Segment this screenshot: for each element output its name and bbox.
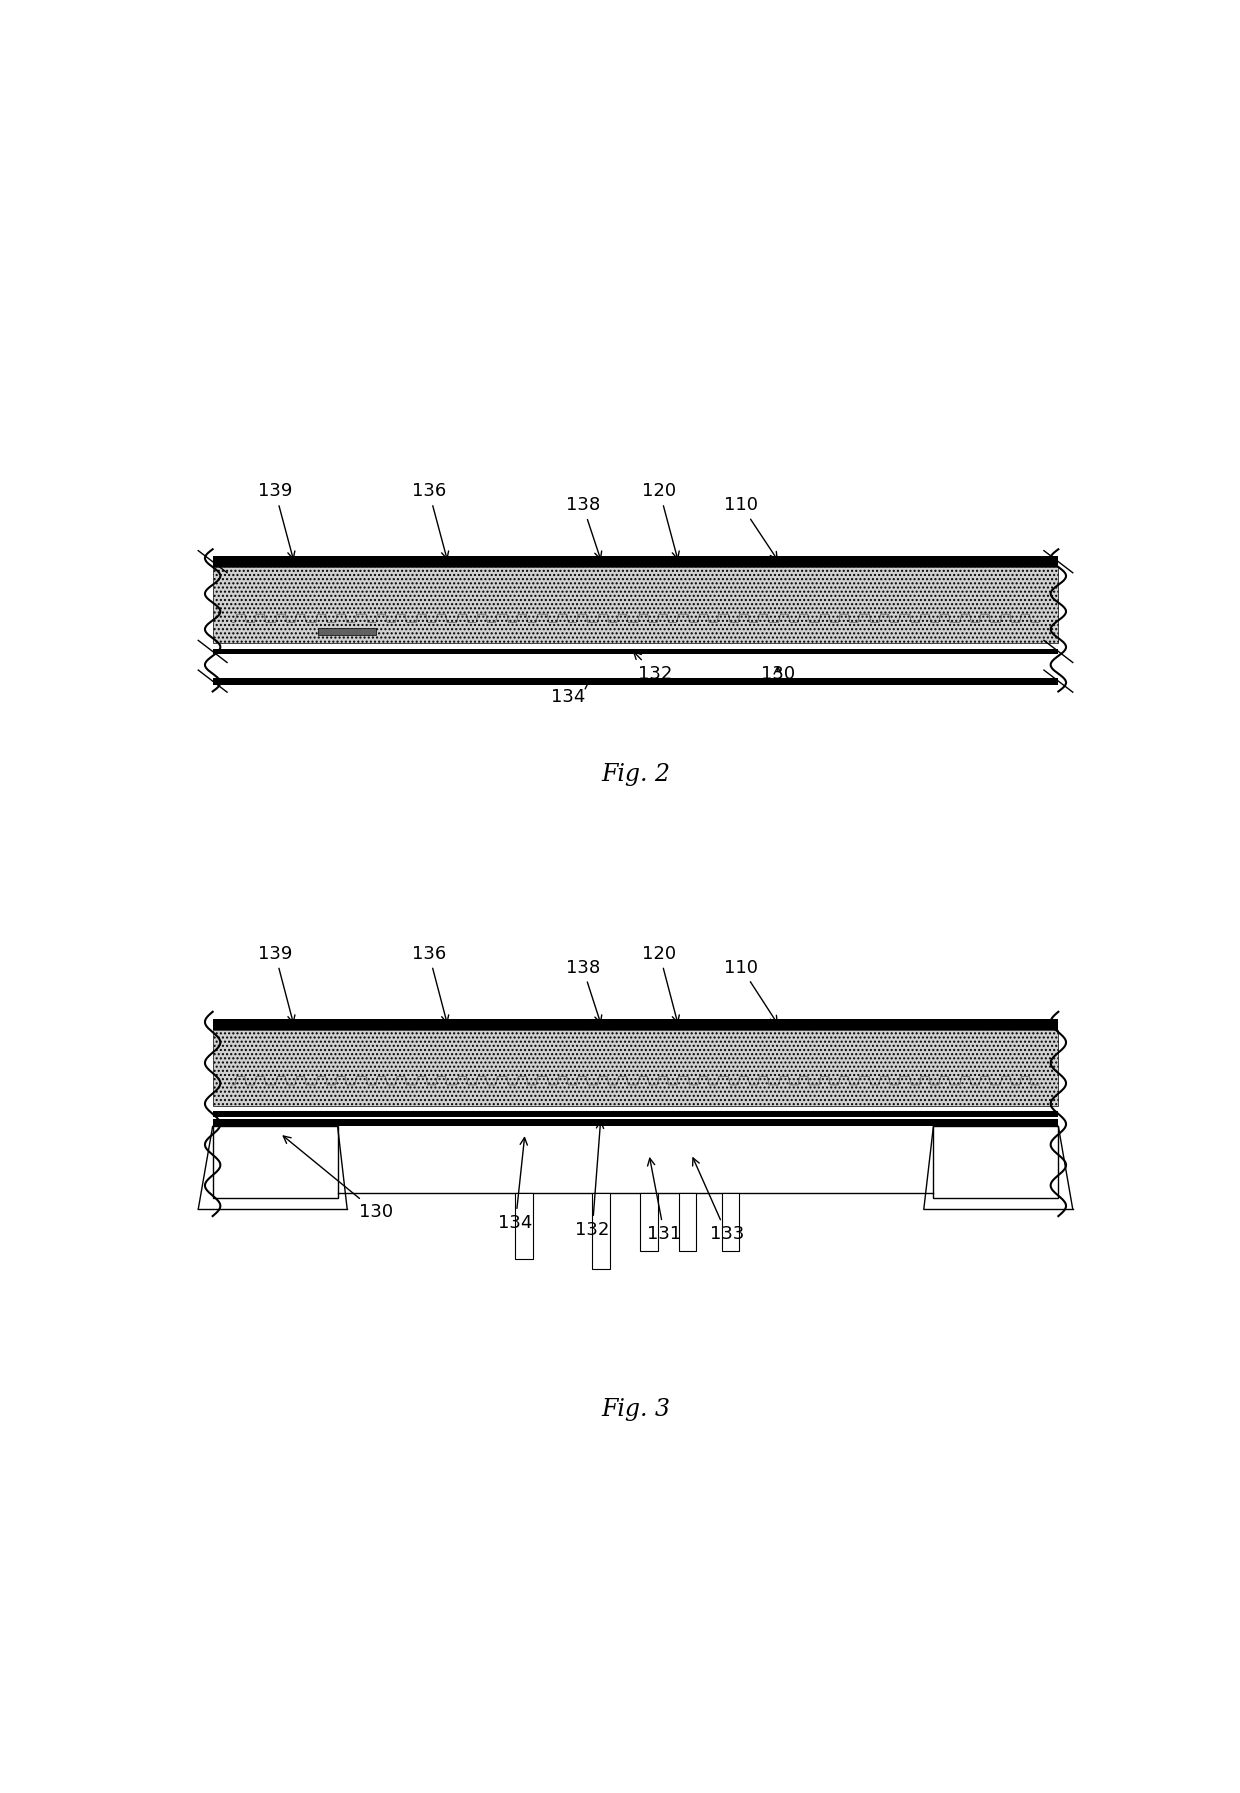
Text: 136: 136: [412, 945, 449, 1022]
Text: 130: 130: [283, 1137, 393, 1221]
Text: 134: 134: [551, 681, 589, 706]
Bar: [319, 628, 376, 635]
Text: 138: 138: [565, 497, 601, 559]
Text: Fig. 3: Fig. 3: [601, 1399, 670, 1420]
Bar: [516, 1192, 533, 1259]
Bar: [593, 1192, 610, 1269]
Bar: [213, 649, 1058, 654]
Text: Fig. 2: Fig. 2: [601, 762, 670, 785]
Text: 130: 130: [760, 665, 795, 683]
Polygon shape: [213, 1126, 337, 1198]
Bar: [213, 567, 1058, 644]
Text: 132: 132: [634, 653, 672, 683]
Polygon shape: [934, 1126, 1059, 1198]
Text: 131: 131: [647, 1158, 682, 1243]
Bar: [213, 556, 1058, 567]
Text: 136: 136: [412, 482, 449, 559]
Text: 139: 139: [258, 482, 295, 559]
Text: 110: 110: [724, 497, 777, 559]
Bar: [213, 1119, 1058, 1126]
Text: 134: 134: [498, 1137, 532, 1232]
Bar: [213, 678, 1058, 685]
Text: 110: 110: [724, 959, 777, 1024]
Bar: [213, 1018, 1058, 1029]
Bar: [213, 1029, 1058, 1106]
Bar: [640, 1192, 657, 1252]
Bar: [678, 1192, 696, 1252]
Text: 139: 139: [258, 945, 295, 1022]
Text: 120: 120: [642, 945, 680, 1022]
Bar: [722, 1192, 739, 1252]
Text: 132: 132: [575, 1121, 609, 1239]
Text: 120: 120: [642, 482, 680, 559]
Bar: [213, 1112, 1058, 1117]
Text: 133: 133: [693, 1158, 744, 1243]
Text: 138: 138: [565, 959, 601, 1022]
